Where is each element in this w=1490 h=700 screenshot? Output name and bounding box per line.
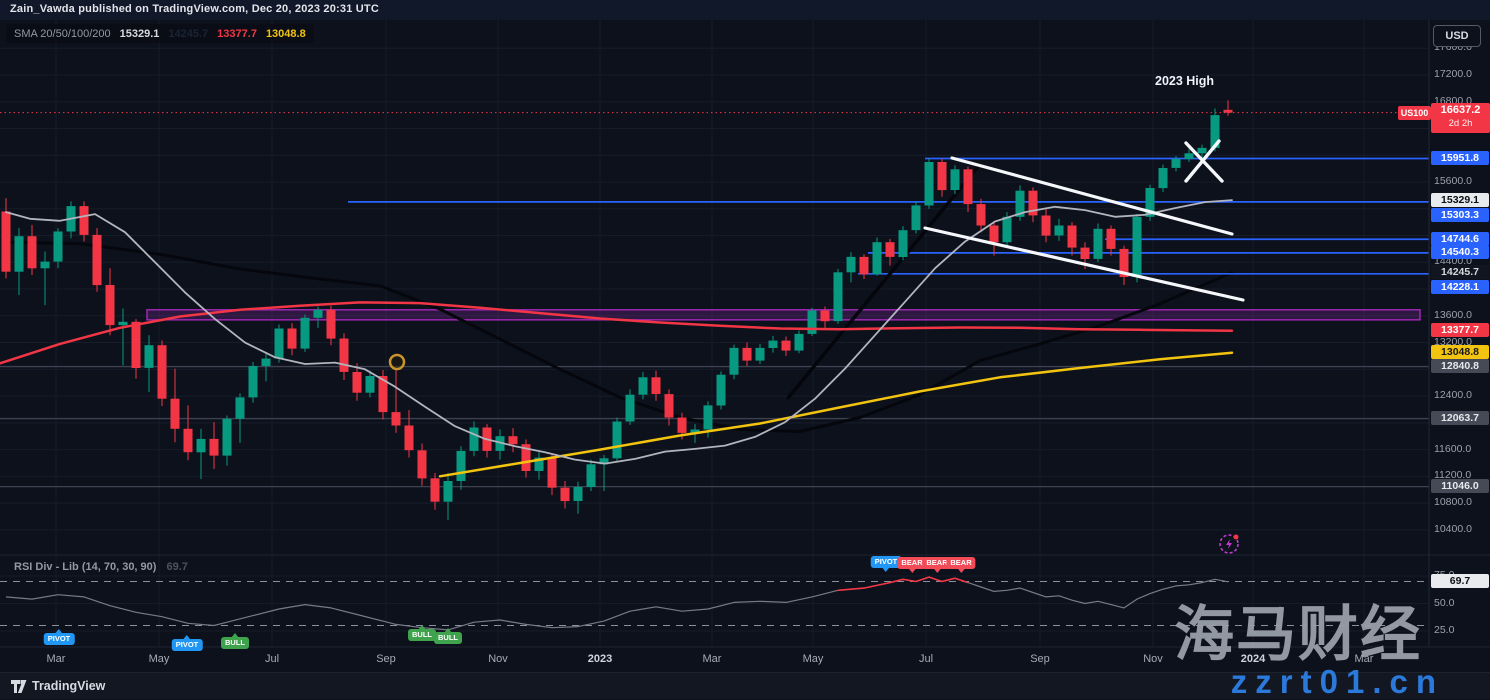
last-price-badge[interactable]: 16637.2 2d 2h bbox=[1431, 103, 1490, 133]
sma50-line bbox=[4, 240, 1234, 433]
bar-countdown: 2d 2h bbox=[1448, 118, 1473, 129]
price-panel[interactable] bbox=[0, 100, 1429, 554]
sma100-line bbox=[0, 301, 1234, 365]
lightning-icon bbox=[1226, 539, 1232, 549]
notification-dot bbox=[1233, 534, 1239, 540]
sma200-value: 13048.8 bbox=[265, 27, 306, 40]
rsi-line bbox=[5, 576, 1229, 631]
descending-channel-line bbox=[923, 226, 1245, 302]
gold-circle-marker bbox=[388, 353, 406, 371]
sma200-line bbox=[438, 351, 1234, 478]
publish-title: Zain_Vawda published on TradingView.com,… bbox=[10, 3, 379, 15]
sma-legend[interactable]: SMA 20/50/100/200 15329.1 14245.7 13377.… bbox=[6, 24, 314, 43]
currency-toggle-button[interactable]: USD bbox=[1433, 25, 1481, 47]
watermark-chinese: 海马财经 bbox=[1174, 601, 1422, 668]
symbol-ticker-badge[interactable]: US100 bbox=[1398, 106, 1431, 120]
rsi-divergence-red bbox=[837, 576, 969, 592]
x-mark bbox=[1184, 139, 1221, 183]
sma100-value: 13377.7 bbox=[217, 27, 257, 40]
candlestick-series bbox=[1, 100, 1233, 520]
sma50-value: 14245.7 bbox=[168, 27, 209, 40]
last-price-value: 16637.2 bbox=[1440, 104, 1481, 116]
supply-zone bbox=[146, 309, 1421, 321]
watermark-url: zzrt01.cn bbox=[1230, 663, 1444, 700]
rsi-panel[interactable] bbox=[0, 576, 1429, 631]
sma-legend-label: SMA 20/50/100/200 bbox=[14, 27, 111, 40]
rsi-legend-label: RSI Div - Lib (14, 70, 30, 90) bbox=[14, 561, 157, 573]
high-annotation[interactable]: 2023 High bbox=[1155, 74, 1215, 88]
publish-header: Zain_Vawda published on TradingView.com,… bbox=[0, 0, 1490, 20]
sma20-value: 15329.1 bbox=[119, 27, 160, 40]
footer-bar: TradingView bbox=[0, 672, 1490, 699]
rsi-legend[interactable]: RSI Div - Lib (14, 70, 30, 90) 69.7 bbox=[14, 561, 188, 573]
tradingview-logo-icon bbox=[11, 680, 27, 693]
sma20-line bbox=[5, 199, 1233, 465]
tradingview-brand-text: TradingView bbox=[32, 679, 106, 693]
x-mark bbox=[1184, 141, 1224, 183]
descending-channel-line bbox=[950, 156, 1234, 236]
boost-icon bbox=[1219, 534, 1239, 554]
ascending-trendline-black bbox=[786, 166, 979, 400]
tradingview-link[interactable]: TradingView bbox=[10, 679, 105, 693]
rsi-legend-value: 69.7 bbox=[166, 561, 188, 573]
